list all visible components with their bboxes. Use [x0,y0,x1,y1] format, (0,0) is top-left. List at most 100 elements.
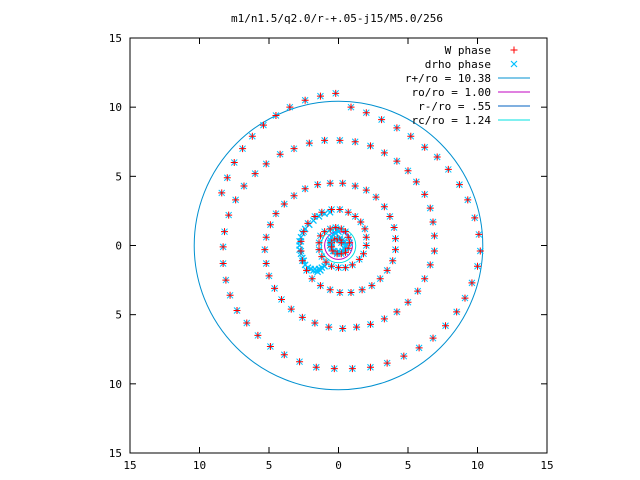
w-phase-point [378,116,386,124]
w-phase-point [280,200,288,208]
w-phase-point [464,196,472,204]
w-phase-point [266,221,274,229]
w-phase-point [429,218,437,226]
w-phase-point [222,276,230,284]
y-tick-label: 0 [115,240,122,253]
w-phase-point [368,282,376,290]
legend-label: W phase [445,44,491,57]
w-phase-point [297,237,305,245]
legend-label: drho phase [425,58,491,71]
w-phase-point [272,210,280,218]
w-phase-point [226,291,234,299]
w-phase-point [335,264,342,272]
w-phase-point [290,192,298,200]
w-phase-point [336,206,344,214]
x-tick-label: 5 [405,459,412,472]
w-phase-point [362,109,370,117]
w-phase-point [315,246,323,254]
w-phase-point [219,243,227,251]
w-phase-point [404,167,412,175]
w-phase-point [372,193,380,201]
w-phase-point [355,255,363,263]
w-phase-point [272,111,280,119]
w-phase-point [353,323,361,331]
y-tick-label: 5 [115,309,122,322]
w-phase-point [351,138,359,146]
w-phase-point [344,208,352,216]
w-phase-point [230,159,238,166]
w-phase-point [315,239,323,247]
x-tick-label: 5 [266,459,273,472]
w-phase-point [337,239,345,247]
w-phase-point [218,189,226,197]
w-phase-point [407,132,415,140]
w-phase-point [348,261,356,269]
w-phase-point [391,235,399,243]
w-phase-point [476,247,484,255]
w-phase-point [346,239,354,247]
r-plus-circle [193,100,484,391]
w-phase-point [358,286,366,294]
legend-label: r+/ro = 10.38 [405,72,491,85]
w-phase-point [239,145,247,153]
w-phase-point [265,272,273,280]
w-phase-point [304,219,312,227]
w-phase-point [442,322,450,330]
w-phase-point [429,334,437,342]
w-phase-point [298,257,306,265]
w-phase-point [357,218,365,226]
w-phase-point [453,308,461,316]
w-phase-point [243,319,251,327]
w-phase-point [266,342,274,350]
w-phase-point [380,149,388,157]
w-phase-point [280,351,288,359]
w-phase-point [344,233,352,241]
w-phase-point [421,190,429,198]
w-phase-point [366,363,374,371]
w-phase-point [390,224,398,232]
w-phase-point [386,212,394,220]
legend-label: rc/ro = 1.24 [412,114,492,127]
w-phase-point [305,139,313,147]
y-tick-label: 10 [109,101,122,114]
data-layer [193,89,484,391]
w-phase-point [336,289,344,297]
w-phase-point [278,295,286,303]
w-phase-point [328,262,336,270]
w-phase-point [426,204,434,212]
w-phase-point [380,315,388,323]
w-phase-point [347,103,355,111]
w-phase-point [415,344,423,352]
w-phase-point [332,224,340,232]
w-phase-point [341,264,349,272]
w-phase-point [262,160,270,168]
w-phase-point [271,284,279,292]
w-phase-point [412,178,420,186]
w-phase-point [461,294,469,302]
w-phase-point [232,196,240,204]
w-phase-point [336,136,344,144]
x-tick-label: 15 [540,459,553,472]
x-tick-label: 15 [123,459,136,472]
w-phase-point [326,179,334,187]
w-phase-point [362,233,370,241]
drho-point [311,265,319,273]
w-phase-point [347,289,355,297]
w-phase-point [474,262,481,270]
w-phase-point [219,259,227,267]
legend-marker-plus [510,46,518,54]
w-phase-point [328,206,336,214]
w-phase-point [251,170,259,178]
w-phase-point [301,185,309,193]
w-phase-point [325,323,333,331]
w-phase-point [287,305,295,313]
w-phase-point [362,242,370,249]
legend-marker-x [510,60,518,68]
w-phase-point [351,182,359,190]
w-phase-point [297,247,305,255]
w-phase-point [393,157,401,165]
w-phase-point [318,208,326,216]
x-tick-label: 10 [471,459,484,472]
